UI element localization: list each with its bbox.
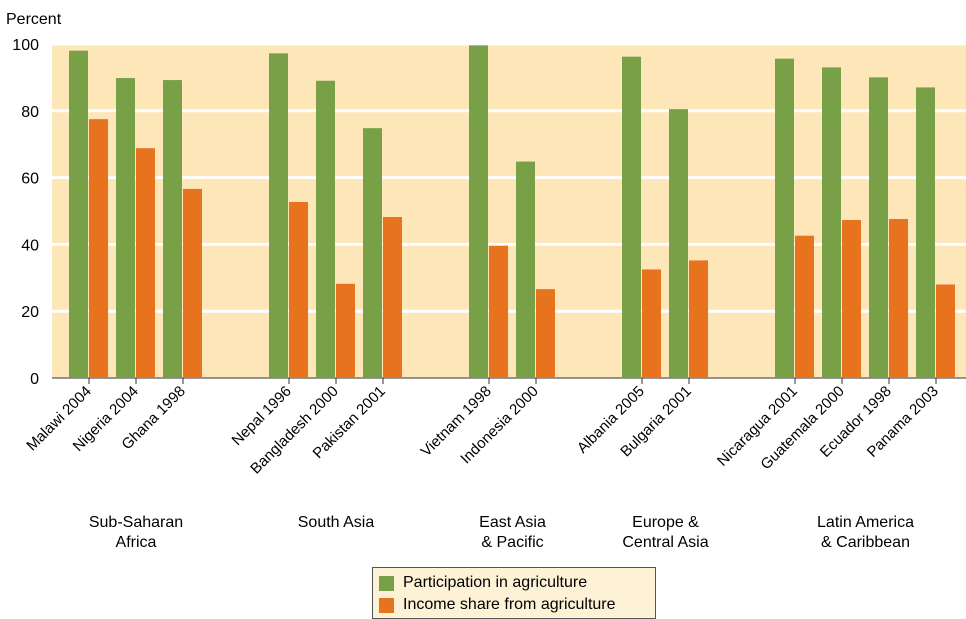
bar-income: [289, 201, 308, 378]
bar-participation: [669, 109, 688, 378]
bar-participation: [822, 67, 841, 378]
y-tick-label: 0: [30, 371, 39, 388]
legend: Participation in agriculture Income shar…: [372, 567, 656, 619]
region-label: & Caribbean: [821, 534, 910, 551]
bar-participation: [269, 53, 288, 379]
y-tick-label: 20: [21, 304, 39, 321]
region-label: South Asia: [298, 514, 375, 531]
region-label: Sub-Saharan: [89, 514, 183, 531]
bar-participation: [163, 80, 182, 379]
bar-participation: [116, 78, 135, 379]
bar-income: [536, 289, 555, 378]
legend-swatch-participation: [379, 575, 394, 591]
x-tick-label: Guatemala 2000: [757, 383, 847, 473]
bar-participation: [69, 50, 88, 379]
y-tick-label: 40: [21, 237, 39, 254]
legend-label-income: Income share from agriculture: [403, 596, 616, 613]
bar-income: [795, 235, 814, 378]
legend-swatch-income: [379, 597, 394, 613]
x-tick-label: Nicaragua 2001: [714, 383, 801, 470]
bar-income: [689, 260, 708, 378]
legend-item-income: Income share from agriculture: [379, 594, 655, 616]
bar-participation: [916, 87, 935, 379]
bar-income: [842, 220, 861, 378]
bar-participation: [316, 80, 335, 379]
region-label: East Asia: [479, 514, 546, 531]
bars: [69, 45, 955, 379]
bar-income: [336, 283, 355, 378]
bar-income: [936, 284, 955, 378]
bar-income: [889, 219, 908, 378]
legend-item-participation: Participation in agriculture: [379, 572, 655, 594]
bar-income: [89, 119, 108, 379]
bar-income: [183, 188, 202, 378]
y-tick-labels: 0 20 40 60 80 100: [12, 37, 39, 388]
y-axis-label: Percent: [6, 11, 62, 28]
bar-participation: [869, 77, 888, 379]
bar-income: [136, 148, 155, 378]
legend-label-participation: Participation in agriculture: [403, 574, 588, 591]
region-group-labels: Sub-Saharan Africa South Asia East Asia & Pa…: [89, 514, 914, 551]
region-label: & Pacific: [481, 534, 543, 551]
y-tick-label: 60: [21, 171, 39, 188]
bar-participation: [363, 128, 382, 378]
agriculture-bar-chart: Percent 0 20 40 60 80 100 Malawi 2004Nigeria …: [6, 11, 966, 551]
bar-participation: [469, 45, 488, 378]
bar-participation: [516, 161, 535, 378]
bar-income: [383, 217, 402, 378]
bar-participation: [622, 56, 641, 378]
region-label: Latin America: [817, 514, 914, 531]
region-label: Central Asia: [622, 534, 708, 551]
bar-income: [489, 245, 508, 378]
bar-income: [642, 269, 661, 378]
x-tick-label: Bangladesh 2000: [247, 383, 342, 478]
region-label: Europe &: [632, 514, 699, 531]
region-label: Africa: [116, 534, 157, 551]
y-tick-label: 80: [21, 104, 39, 121]
y-tick-label: 100: [12, 37, 39, 54]
bar-participation: [775, 58, 794, 379]
